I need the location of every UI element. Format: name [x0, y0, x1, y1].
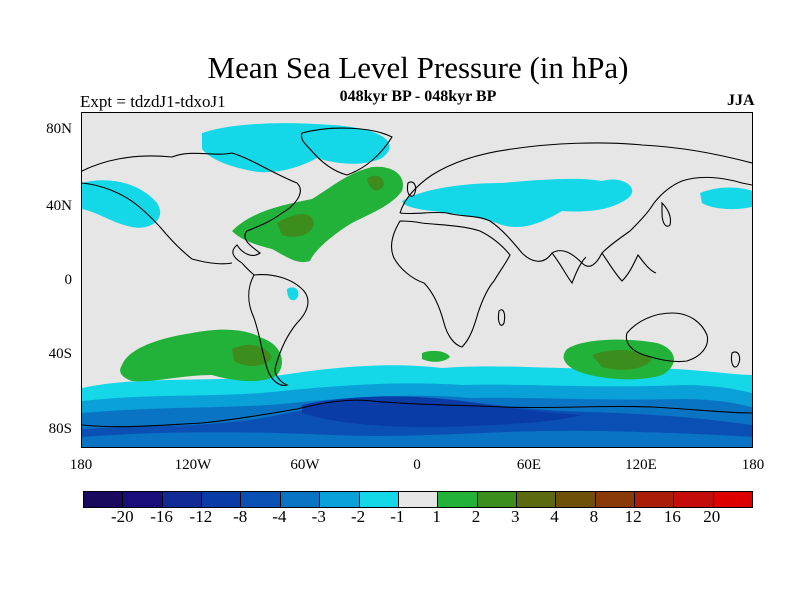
anomaly-blob-eurasia: [402, 178, 633, 228]
y-tick-40s: 40S: [48, 346, 72, 362]
south-america-coast: [248, 274, 309, 386]
colorbar-swatch: [202, 492, 242, 507]
colorbar-label: -3: [311, 507, 326, 526]
eurasia-coast: [399, 142, 752, 214]
y-tick-40n: 40N: [46, 198, 72, 214]
colorbar-label: 3: [510, 507, 520, 526]
colorbar-swatch: [359, 492, 399, 507]
x-tick-0: 0: [413, 457, 421, 473]
anomaly-core-indian-ocean: [592, 350, 652, 370]
x-tick-120w: 120W: [174, 457, 212, 473]
colorbar-label: 2: [471, 507, 481, 526]
north-america-coast: [82, 152, 301, 276]
map-panel: [81, 112, 753, 448]
anomaly-blob-south-atlantic-small: [422, 350, 450, 362]
x-tick-180w: 180: [69, 457, 93, 473]
anomaly-blob-ne-pacific: [700, 187, 752, 210]
colorbar-swatch: [84, 492, 124, 507]
colorbar-label: -4: [272, 507, 287, 526]
colorbar-label: -20: [110, 507, 134, 526]
colorbar-swatch: [123, 492, 163, 507]
colorbar-label: -1: [390, 507, 405, 526]
colorbar-swatch: [438, 492, 478, 507]
colorbar-label: 4: [550, 507, 559, 526]
africa-coast: [391, 220, 511, 348]
y-tick-0: 0: [64, 272, 73, 288]
anomaly-blob-south-pacific: [120, 329, 282, 382]
anomaly-band-minus8: [302, 396, 582, 428]
colorbar-label: 16: [663, 507, 681, 526]
colorbar-swatch: [674, 492, 714, 507]
greenland-coast: [300, 127, 393, 176]
x-tick-180e: 180: [741, 457, 765, 473]
colorbar-swatch: [713, 492, 753, 507]
se-asia-coast: [601, 252, 657, 282]
colorbar-label: 20: [703, 507, 721, 526]
chart-subtitle: 048kyr BP - 048kyr BP: [339, 88, 497, 105]
y-tick-80n: 80N: [46, 121, 72, 137]
japan-coast: [661, 201, 672, 227]
colorbar-swatch: [556, 492, 596, 507]
x-tick-120e: 120E: [625, 457, 657, 473]
anomaly-blob-nw-pacific: [82, 180, 161, 228]
y-tick-80s: 80S: [48, 421, 72, 437]
season-label: JJA: [727, 92, 755, 109]
colorbar-swatch: [635, 492, 675, 507]
colorbar-swatch: [320, 492, 360, 507]
colorbar-label: 8: [589, 507, 599, 526]
colorbar-label: 12: [624, 507, 642, 526]
colorbar-label: -2: [350, 507, 366, 526]
colorbar-swatch: [516, 492, 557, 507]
madagascar-coast: [497, 309, 506, 326]
coastlines: [82, 127, 752, 428]
north-america-west-coast: [82, 182, 233, 265]
experiment-label: Expt = tdzdJ1-tdxoJ1: [80, 92, 226, 111]
australia-coast: [625, 312, 709, 363]
colorbar-swatch: [477, 492, 517, 507]
antarctica-coast: [82, 399, 752, 428]
colorbar-swatch: [595, 492, 636, 507]
colorbar-label: 1: [432, 507, 441, 526]
uk-coast: [406, 181, 417, 197]
anomaly-core-north-atlantic-2: [367, 175, 384, 191]
anomaly-blob-south-atlantic: [287, 287, 299, 301]
colorbar-swatch: [162, 492, 203, 507]
x-tick-60w: 60W: [290, 457, 320, 473]
anomaly-core-north-atlantic-1: [277, 213, 314, 237]
pressure-map: [82, 123, 752, 447]
anomaly-blob-north-atlantic: [232, 166, 403, 263]
colorbar-swatch: [280, 492, 321, 507]
chart-title: Mean Sea Level Pressure (in hPa): [207, 50, 629, 85]
colorbar: [83, 491, 753, 508]
colorbar-swatch: [398, 492, 439, 507]
colorbar-swatch: [241, 492, 281, 507]
colorbar-label: -12: [189, 507, 213, 526]
anomaly-blob-arctic: [202, 123, 390, 173]
new-zealand-coast: [730, 351, 741, 368]
colorbar-label: -8: [233, 507, 248, 526]
anomaly-band-minus3-south: [82, 430, 752, 447]
x-tick-60e: 60E: [516, 457, 542, 473]
colorbar-label: -16: [150, 507, 173, 526]
india-coast: [551, 252, 587, 285]
